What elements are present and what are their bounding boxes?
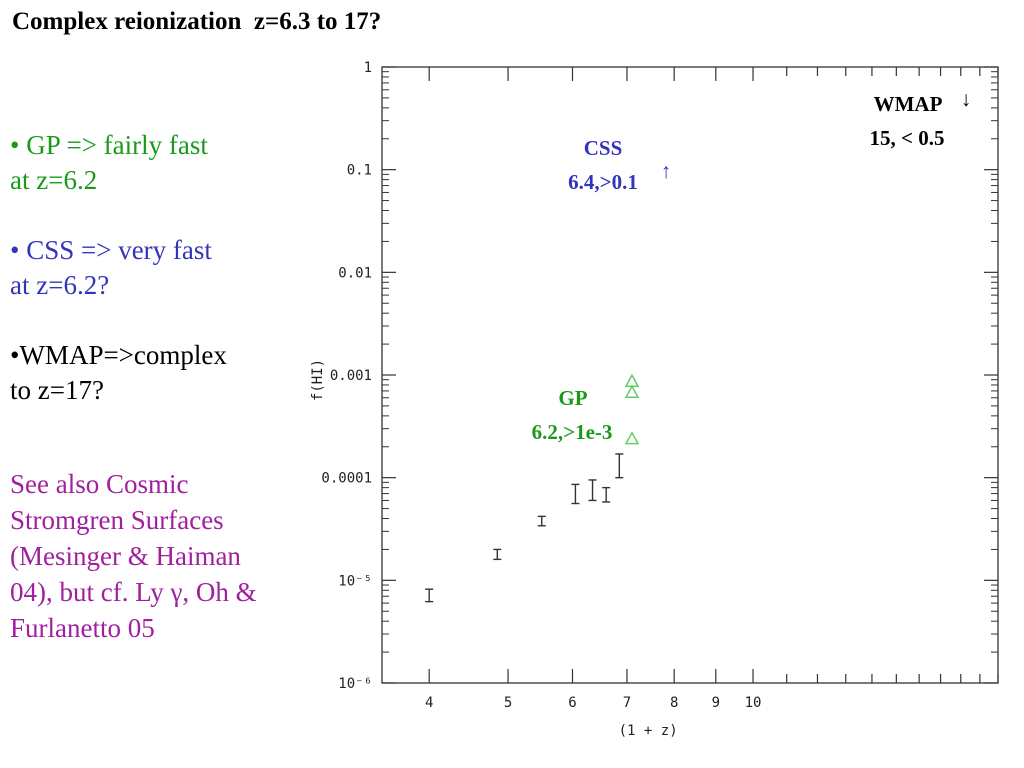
see-also-line: Furlanetto 05	[10, 613, 155, 643]
x-axis-label: (1 + z)	[619, 723, 678, 739]
x-tick-label: 5	[504, 695, 512, 711]
bullet-css-line: at z=6.2?	[10, 270, 110, 300]
bullet-css: • CSS => very fast at z=6.2?	[10, 233, 330, 303]
see-also-line: Stromgren Surfaces	[10, 505, 224, 535]
bullet-wmap: •WMAP=>complex to z=17?	[10, 338, 330, 408]
y-tick-label: 0.1	[347, 163, 372, 179]
data-point-errorbar	[571, 483, 580, 505]
wmap-annotation-value: 15, < 0.5	[870, 126, 945, 150]
see-also-line: (Mesinger & Haiman	[10, 541, 241, 571]
y-tick-label: 10⁻⁵	[338, 573, 372, 589]
y-axis-label: f(HI)	[310, 359, 326, 401]
data-point-errorbar	[602, 486, 611, 503]
bullet-css-line: • CSS => very fast	[10, 235, 212, 265]
gp-annotation-label: GP	[558, 386, 587, 410]
data-point-errorbar	[537, 515, 546, 527]
x-tick-label: 7	[623, 695, 631, 711]
x-tick-label: 9	[712, 695, 720, 711]
y-tick-label: 0.001	[330, 368, 372, 384]
bullet-gp: • GP => fairly fast at z=6.2	[10, 128, 330, 198]
data-point-errorbar	[425, 588, 434, 603]
wmap-annotation-label: WMAP	[874, 92, 943, 116]
y-tick-label: 10⁻⁶	[338, 676, 372, 692]
css-annotation-value: 6.4,>0.1	[568, 170, 638, 194]
y-tick-label: 1	[364, 60, 372, 76]
data-point-errorbar	[493, 548, 502, 561]
y-tick-label: 0.0001	[321, 471, 372, 487]
gp-triangle-marker	[624, 384, 640, 398]
x-tick-label: 6	[568, 695, 576, 711]
x-tick-label: 4	[425, 695, 433, 711]
plot-frame	[381, 66, 999, 684]
slide-title: Complex reionization z=6.3 to 17?	[12, 8, 382, 35]
see-also-line: 04), but cf. Ly γ, Oh &	[10, 577, 257, 607]
see-also-note: See also Cosmic Stromgren Surfaces (Mesi…	[10, 466, 330, 646]
up-arrow-icon: ↑	[661, 159, 672, 183]
bullet-gp-line: at z=6.2	[10, 165, 98, 195]
data-point-errorbar	[615, 453, 624, 479]
x-tick-label: 8	[670, 695, 678, 711]
bullet-wmap-line: •WMAP=>complex	[10, 340, 227, 370]
gp-annotation-value: 6.2,>1e-3	[532, 420, 613, 444]
bullet-wmap-line: to z=17?	[10, 375, 104, 405]
bullet-list: • GP => fairly fast at z=6.2 • CSS => ve…	[10, 128, 330, 646]
x-tick-label: 10	[745, 695, 762, 711]
bullet-gp-line: • GP => fairly fast	[10, 130, 208, 160]
gp-triangle-marker	[624, 431, 640, 445]
css-annotation-label: CSS	[584, 136, 623, 160]
see-also-line: See also Cosmic	[10, 469, 189, 499]
data-point-errorbar	[588, 479, 597, 502]
y-tick-label: 0.01	[338, 265, 372, 281]
gp-triangle-marker	[624, 373, 640, 387]
down-arrow-icon: ↓	[961, 87, 972, 111]
